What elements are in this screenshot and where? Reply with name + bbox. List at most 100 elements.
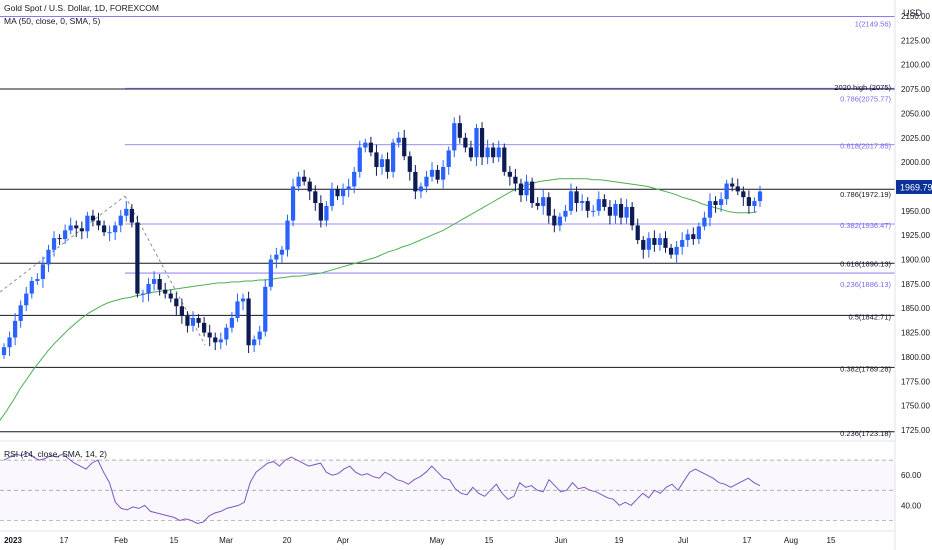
candle[interactable]: [235, 293, 240, 322]
candle[interactable]: [413, 165, 418, 200]
candle[interactable]: [641, 236, 646, 259]
candle[interactable]: [457, 115, 462, 144]
candle[interactable]: [335, 185, 340, 201]
candle[interactable]: [568, 183, 574, 215]
candle[interactable]: [302, 169, 307, 186]
candle[interactable]: [379, 154, 385, 175]
candle[interactable]: [24, 286, 29, 312]
candle[interactable]: [491, 142, 496, 164]
candle[interactable]: [424, 170, 429, 193]
candle[interactable]: [229, 312, 235, 333]
candle[interactable]: [279, 245, 285, 263]
candle[interactable]: [13, 313, 18, 346]
candle[interactable]: [74, 220, 79, 238]
candle[interactable]: [752, 197, 757, 213]
candle[interactable]: [118, 209, 123, 233]
candle[interactable]: [174, 292, 179, 316]
candle[interactable]: [124, 201, 129, 222]
candle[interactable]: [85, 211, 90, 239]
candle[interactable]: [352, 166, 357, 194]
candle[interactable]: [346, 178, 351, 198]
candle[interactable]: [35, 273, 40, 285]
candle[interactable]: [541, 189, 546, 215]
candle[interactable]: [735, 178, 740, 196]
candle[interactable]: [268, 254, 273, 291]
candle[interactable]: [340, 183, 346, 205]
candle[interactable]: [46, 244, 51, 273]
candle[interactable]: [757, 185, 763, 207]
candle[interactable]: [246, 291, 251, 354]
candle[interactable]: [585, 197, 590, 218]
candle[interactable]: [707, 193, 713, 227]
candle[interactable]: [652, 230, 657, 252]
rsi-pane[interactable]: [0, 451, 895, 525]
candle[interactable]: [163, 282, 168, 299]
candle[interactable]: [274, 247, 279, 269]
candle[interactable]: [518, 178, 524, 203]
candle[interactable]: [546, 192, 551, 224]
candle[interactable]: [574, 186, 579, 212]
candle[interactable]: [168, 289, 173, 303]
candle[interactable]: [724, 179, 729, 205]
candle[interactable]: [51, 231, 57, 257]
chart-header-ma[interactable]: MA (50, close, 0, SMA, 5): [4, 16, 101, 26]
candle[interactable]: [685, 229, 690, 247]
candle[interactable]: [507, 166, 512, 186]
candle[interactable]: [313, 185, 318, 211]
candle[interactable]: [713, 196, 718, 213]
candles[interactable]: [1, 115, 763, 359]
candle[interactable]: [385, 152, 390, 179]
candle[interactable]: [613, 200, 618, 224]
candle[interactable]: [202, 317, 207, 337]
candle[interactable]: [691, 227, 696, 245]
candle[interactable]: [296, 171, 301, 192]
candle[interactable]: [618, 198, 624, 225]
candle[interactable]: [696, 222, 701, 244]
candle[interactable]: [107, 225, 112, 242]
candle[interactable]: [263, 279, 268, 337]
candle[interactable]: [485, 139, 490, 165]
candle[interactable]: [374, 144, 379, 176]
candle[interactable]: [746, 190, 751, 214]
candle[interactable]: [113, 221, 118, 241]
candle[interactable]: [563, 204, 568, 222]
candle[interactable]: [7, 331, 12, 356]
price-axis[interactable]: 2150.00 2125.00 2100.00 2075.00 2050.00 2025.…: [901, 12, 930, 435]
candle[interactable]: [101, 220, 107, 237]
candle[interactable]: [324, 201, 329, 227]
candle[interactable]: [435, 165, 440, 184]
candle[interactable]: [391, 138, 396, 178]
candle[interactable]: [213, 332, 218, 351]
candle[interactable]: [529, 177, 535, 208]
candle[interactable]: [635, 218, 640, 244]
candle[interactable]: [741, 186, 746, 206]
candle[interactable]: [452, 117, 457, 158]
candle[interactable]: [135, 215, 140, 298]
candle[interactable]: [29, 277, 34, 299]
candle[interactable]: [151, 271, 157, 291]
candle[interactable]: [40, 256, 46, 288]
candle[interactable]: [140, 289, 146, 303]
candle[interactable]: [79, 221, 84, 240]
candle[interactable]: [607, 200, 613, 225]
candle[interactable]: [329, 182, 335, 211]
candle[interactable]: [363, 138, 368, 153]
candle[interactable]: [552, 208, 557, 233]
candle[interactable]: [18, 300, 23, 328]
candle[interactable]: [630, 202, 635, 231]
candle[interactable]: [185, 311, 190, 333]
chart-header-symbol[interactable]: Gold Spot / U.S. Dollar, 1D, FOREXCOM: [4, 3, 159, 13]
candle[interactable]: [624, 199, 629, 224]
candle[interactable]: [318, 195, 323, 228]
candle[interactable]: [418, 182, 424, 199]
candle[interactable]: [429, 162, 435, 182]
candle[interactable]: [463, 132, 468, 153]
candle[interactable]: [252, 335, 257, 353]
candle[interactable]: [290, 178, 296, 227]
candle[interactable]: [674, 241, 679, 264]
candle[interactable]: [596, 191, 601, 216]
candle[interactable]: [446, 146, 451, 175]
candle[interactable]: [257, 325, 262, 346]
candle[interactable]: [441, 160, 446, 189]
